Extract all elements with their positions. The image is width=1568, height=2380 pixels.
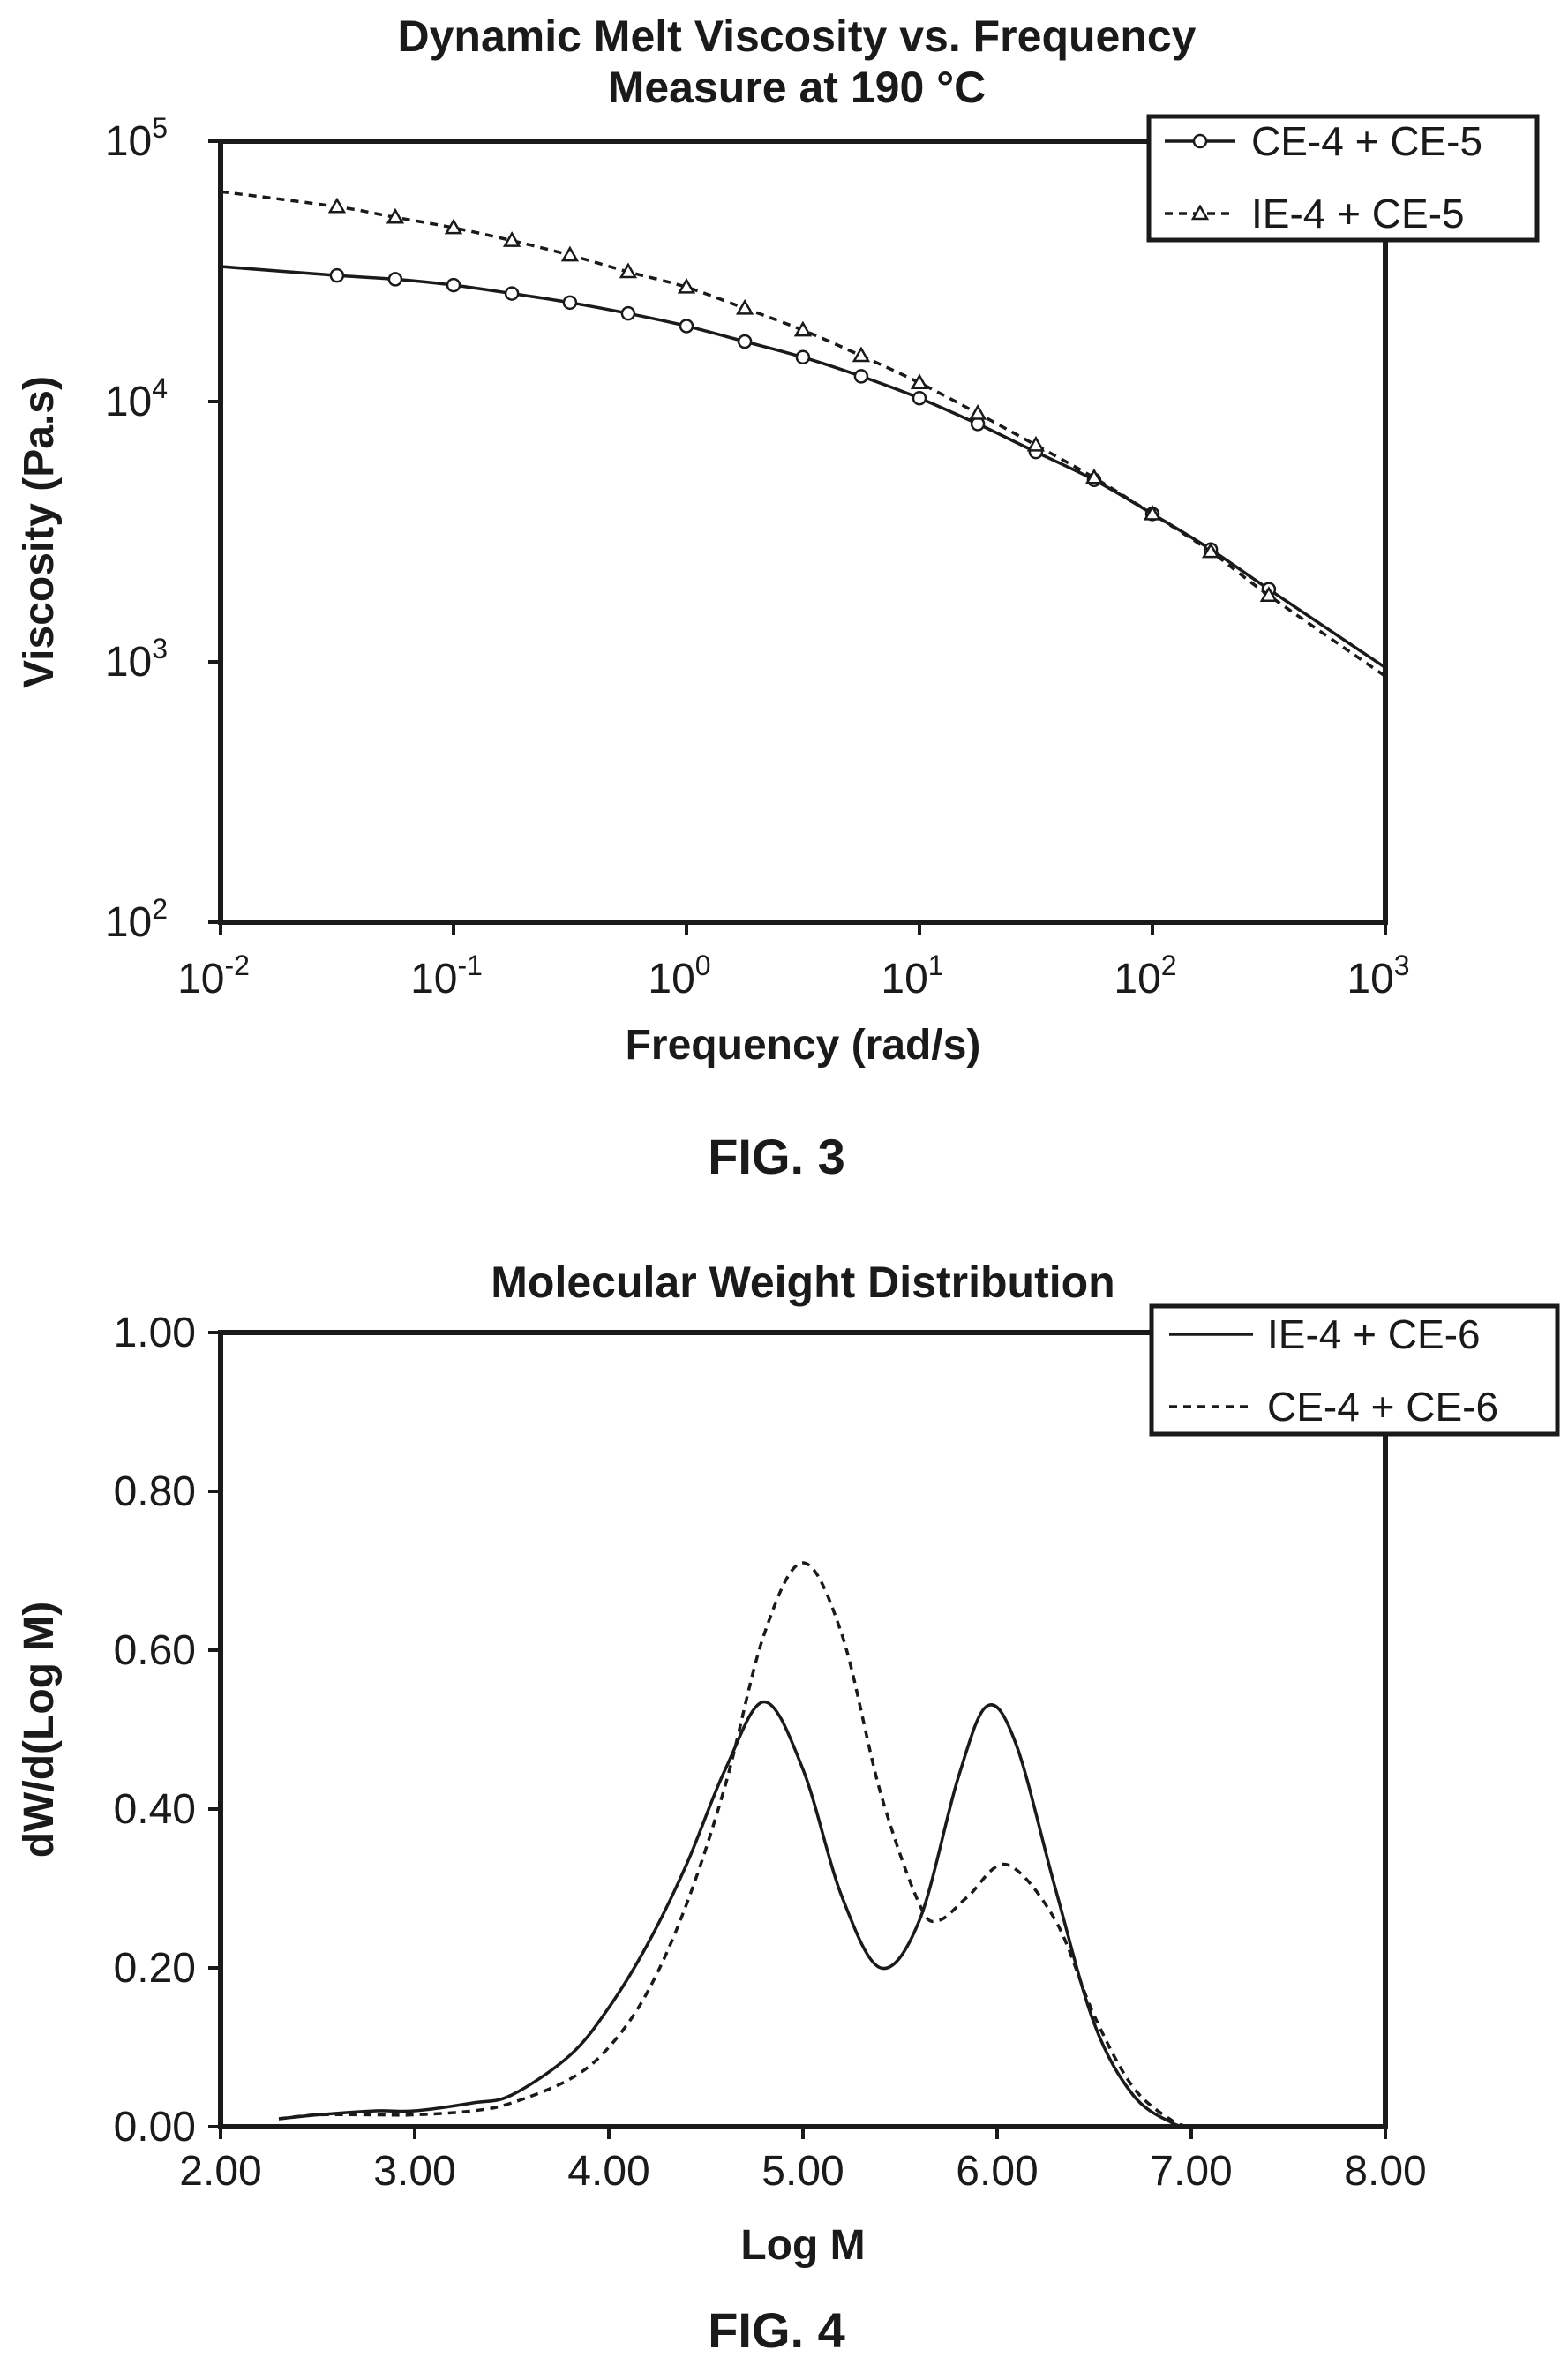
- legend-label: IE-4 + CE-5: [1251, 191, 1465, 236]
- x-tick-label: 2.00: [179, 2148, 261, 2195]
- legend-item-ie4-ce6: IE-4 + CE-6: [1169, 1311, 1481, 1357]
- x-axis-label: Log M: [740, 2222, 865, 2269]
- data-point-triangle: [1084, 468, 1104, 484]
- data-point-circle: [329, 267, 345, 283]
- x-tick-label: 5.00: [761, 2148, 844, 2195]
- y-tick-label: 104: [105, 372, 168, 425]
- chart-subtitle: Measure at 190 °C: [608, 63, 987, 112]
- x-axis-ticks: 10-2 10-1 100 101 102 103: [177, 922, 1410, 1002]
- figure-label: FIG. 3: [708, 1129, 845, 1184]
- y-tick-label: 0.80: [114, 1468, 196, 1515]
- data-point-triangle: [1259, 586, 1279, 602]
- series-line-2: [278, 1561, 1192, 2128]
- data-point-triangle: [910, 373, 929, 390]
- data-point-triangle: [386, 207, 405, 224]
- y-tick-label: 1.00: [114, 1310, 196, 1356]
- y-tick-label: 0.60: [114, 1627, 196, 1674]
- x-tick-label: 10-1: [410, 950, 483, 1002]
- chart-viscosity: Dynamic Melt Viscosity vs. Frequency Mea…: [16, 11, 1540, 1184]
- chart-title: Dynamic Melt Viscosity vs. Frequency: [397, 11, 1196, 61]
- data-point-triangle: [968, 403, 987, 420]
- legend-label: CE-4 + CE-5: [1251, 118, 1482, 164]
- y-tick-label: 0.20: [114, 1945, 196, 1992]
- data-point-circle: [912, 390, 927, 406]
- y-axis-label: dW/d(Log M): [16, 1602, 63, 1858]
- x-tick-label: 4.00: [567, 2148, 649, 2195]
- legend-item-ce4-ce5: CE-4 + CE-5: [1165, 118, 1482, 164]
- data-point-circle: [562, 295, 578, 311]
- data-point-triangle: [619, 262, 638, 279]
- x-tick-label: 6.00: [956, 2148, 1038, 2195]
- data-point-triangle: [1026, 435, 1046, 452]
- x-tick-label: 8.00: [1344, 2148, 1426, 2195]
- x-tick-label: 102: [1114, 950, 1176, 1002]
- x-tick-label: 10-2: [177, 950, 250, 1002]
- x-tick-label: 7.00: [1150, 2148, 1232, 2195]
- x-tick-label: 101: [881, 950, 943, 1002]
- series-layer: [278, 1561, 1192, 2128]
- y-tick-label: 102: [105, 893, 168, 946]
- data-point-circle: [504, 286, 520, 301]
- legend-box: [1146, 114, 1540, 243]
- x-tick-label: 103: [1347, 950, 1409, 1002]
- data-point-triangle: [502, 231, 521, 247]
- legend-label: CE-4 + CE-6: [1267, 1384, 1498, 1430]
- x-axis-ticks: 2.00 3.00 4.00 5.00 6.00 7.00 8.00: [179, 2127, 1427, 2195]
- legend: IE-4 + CE-6 CE-4 + CE-6: [1149, 1303, 1560, 1437]
- data-point-triangle: [560, 245, 580, 262]
- x-tick-label: 3.00: [373, 2148, 455, 2195]
- x-tick-label: 100: [648, 950, 710, 1002]
- data-point-circle: [795, 349, 811, 365]
- chart-title: Molecular Weight Distribution: [491, 1258, 1114, 1307]
- plot-frame: [218, 1330, 1388, 2129]
- data-point-circle: [620, 305, 636, 321]
- legend: CE-4 + CE-5 IE-4 + CE-5: [1146, 114, 1540, 243]
- y-axis-ticks: 0.00 0.20 0.40 0.60 0.80 1.00: [114, 1310, 221, 2151]
- data-point-circle: [679, 319, 694, 334]
- data-point-triangle: [1201, 542, 1220, 559]
- data-point-triangle: [735, 298, 754, 315]
- data-point-triangle: [327, 197, 347, 214]
- legend-item-ce4-ce6: CE-4 + CE-6: [1169, 1384, 1498, 1430]
- plot-frame: [218, 139, 1388, 925]
- y-tick-label: 105: [105, 112, 168, 165]
- data-point-triangle: [793, 320, 813, 337]
- y-axis-label: Viscosity (Pa.s): [16, 376, 63, 688]
- y-tick-label: 0.00: [114, 2104, 196, 2151]
- y-tick-label: 103: [105, 633, 168, 686]
- data-point-circle: [737, 334, 753, 349]
- y-axis-ticks: 102 103 104 105: [105, 112, 221, 946]
- data-point-circle: [853, 369, 869, 384]
- data-point-triangle: [852, 346, 871, 363]
- data-point-circle: [387, 272, 403, 287]
- data-point-triangle: [1143, 504, 1162, 521]
- legend-marker-triangle: [1190, 204, 1210, 221]
- series-layer: [220, 190, 1386, 678]
- figure-label: FIG. 4: [708, 2302, 845, 2358]
- series-line-1: [278, 1700, 1192, 2128]
- data-point-triangle: [677, 277, 696, 294]
- chart-molecular-weight: Molecular Weight Distribution 0.000.200.…: [16, 1258, 1560, 2358]
- data-point-triangle: [444, 218, 463, 235]
- legend-label: IE-4 + CE-6: [1267, 1311, 1481, 1357]
- series-line-2: [220, 190, 1386, 678]
- legend-marker-circle: [1192, 133, 1208, 149]
- legend-item-ie4-ce5: IE-4 + CE-5: [1165, 191, 1465, 236]
- y-tick-label: 0.40: [114, 1786, 196, 1833]
- data-point-circle: [446, 277, 461, 293]
- x-axis-label: Frequency (rad/s): [626, 1022, 981, 1069]
- legend-box: [1149, 1303, 1560, 1437]
